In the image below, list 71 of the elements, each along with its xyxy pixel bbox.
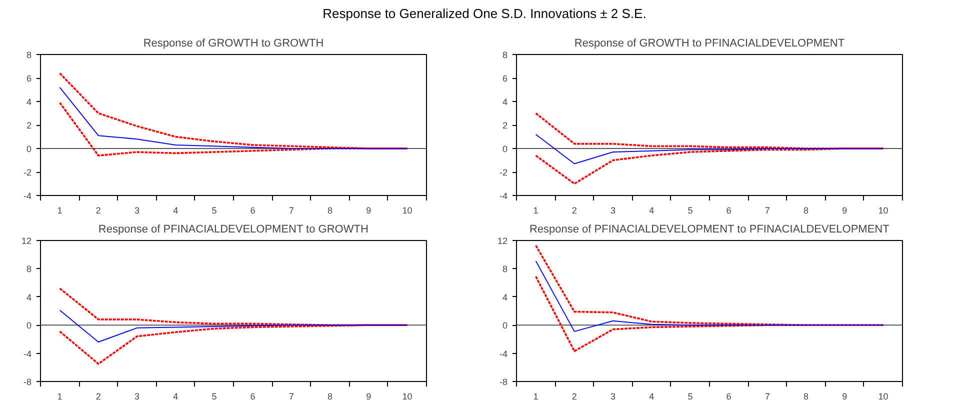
y-tick-label: 4 — [502, 97, 508, 107]
x-tick-label: 1 — [57, 206, 62, 216]
x-tick-label: 10 — [402, 392, 412, 402]
x-tick-label: 10 — [402, 206, 412, 216]
y-tick-label: 8 — [502, 264, 508, 274]
x-tick-label: 7 — [764, 392, 770, 402]
y-tick-label: 8 — [26, 50, 32, 60]
x-tick-label: 8 — [327, 392, 333, 402]
x-tick-label: 3 — [134, 392, 140, 402]
x-tick-label: 9 — [842, 392, 848, 402]
x-tick-label: 4 — [173, 206, 178, 216]
x-tick-label: 5 — [688, 392, 693, 402]
x-tick-label: 9 — [366, 206, 372, 216]
x-tick-label: 10 — [878, 392, 888, 402]
chart-title: Response of PFINACIALDEVELOPMENT to PFINACIALDEVELOPMENT — [529, 224, 890, 236]
x-tick-label: 4 — [649, 206, 654, 216]
x-tick-label: 3 — [134, 206, 140, 216]
x-tick-label: 6 — [726, 392, 732, 402]
x-tick-label: 5 — [212, 206, 217, 216]
y-tick-label: 12 — [497, 236, 508, 246]
y-tick-label: 0 — [502, 144, 508, 154]
y-tick-label: 2 — [26, 120, 32, 130]
x-tick-label: 7 — [288, 206, 294, 216]
x-tick-label: 8 — [327, 206, 333, 216]
y-tick-label: 4 — [26, 292, 32, 302]
text: Response to Generalized One S.D. Innovations ± 2 S.E. — [322, 5, 646, 23]
x-tick-label: 9 — [842, 206, 848, 216]
y-tick-label: 0 — [502, 320, 508, 331]
y-tick-label: -4 — [24, 191, 32, 201]
x-tick-label: 6 — [250, 392, 256, 402]
x-tick-label: 1 — [533, 206, 538, 216]
y-tick-label: 4 — [502, 292, 508, 302]
x-tick-label: 9 — [366, 392, 372, 402]
y-tick-label: -4 — [500, 191, 508, 201]
y-tick-label: -2 — [24, 168, 32, 178]
y-tick-label: 12 — [21, 236, 32, 246]
y-tick-label: -8 — [24, 377, 32, 387]
y-tick-label: 0 — [26, 144, 32, 154]
y-tick-label: 8 — [502, 50, 508, 60]
x-tick-label: 2 — [572, 392, 577, 402]
x-tick-label: 7 — [288, 392, 294, 402]
x-tick-label: 3 — [610, 392, 616, 402]
x-tick-label: 1 — [57, 392, 62, 402]
x-tick-label: 5 — [688, 206, 693, 216]
y-tick-label: 0 — [26, 320, 32, 331]
y-tick-label: 6 — [26, 74, 32, 84]
x-tick-label: 6 — [250, 206, 256, 216]
x-tick-label: 8 — [803, 392, 809, 402]
x-tick-label: 3 — [610, 206, 616, 216]
x-tick-label: 6 — [726, 206, 732, 216]
y-tick-label: 8 — [26, 264, 32, 274]
y-tick-label: -8 — [500, 377, 508, 387]
x-tick-label: 10 — [878, 206, 888, 216]
chart-title: Response of GROWTH to PFINACIALDEVELOPMENT — [574, 38, 845, 50]
y-tick-label: 6 — [502, 74, 508, 84]
x-tick-label: 2 — [572, 206, 577, 216]
x-tick-label: 5 — [212, 392, 217, 402]
x-tick-label: 2 — [96, 206, 101, 216]
x-tick-label: 8 — [803, 206, 809, 216]
x-tick-label: 1 — [533, 392, 538, 402]
y-tick-label: -4 — [24, 348, 32, 359]
chart-title: Response of GROWTH to GROWTH — [143, 38, 324, 50]
y-tick-label: 2 — [502, 120, 508, 130]
x-tick-label: 4 — [649, 392, 654, 402]
x-tick-label: 7 — [764, 206, 770, 216]
y-tick-label: -4 — [500, 348, 508, 359]
chart-title: Response of PFINACIALDEVELOPMENT to GROWTH — [98, 224, 368, 236]
y-tick-label: -2 — [500, 168, 508, 178]
x-tick-label: 4 — [173, 392, 178, 402]
x-tick-label: 2 — [96, 392, 101, 402]
y-tick-label: 4 — [26, 97, 32, 107]
